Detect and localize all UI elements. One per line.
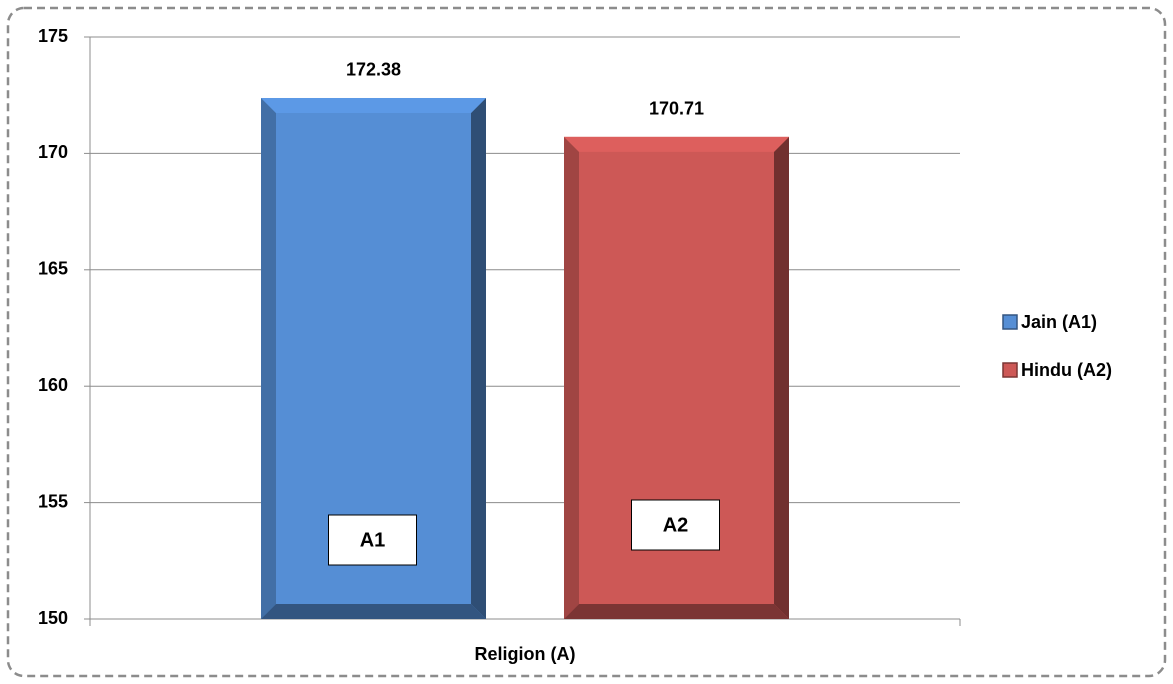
bar-bevel [261,97,486,113]
x-axis-label: Religion (A) [475,644,576,664]
legend-label: Hindu (A2) [1021,360,1112,380]
value-label: 172.38 [346,60,401,80]
bar-bevel [564,604,789,619]
annotation: A2 [663,514,689,536]
bar-bevel [261,97,276,620]
annotation: A1 [360,529,386,551]
legend-swatch [1002,314,1018,330]
legend-swatch [1002,362,1018,378]
y-tick-label: 170 [38,142,68,162]
bar-bevel [774,136,789,619]
legend-label: Jain (A1) [1021,312,1097,332]
bar-bevel [564,136,579,619]
bar-bevel [471,97,486,620]
annotation-box [328,514,417,566]
bar-bevel [261,604,486,619]
y-tick-label: 150 [38,608,68,628]
annotation-box [631,499,720,551]
value-label: 170.71 [649,99,704,119]
bar-bevel [564,136,789,152]
y-tick-label: 160 [38,375,68,395]
y-tick-label: 165 [38,259,68,279]
y-tick-label: 155 [38,491,68,511]
y-tick-label: 175 [38,26,68,46]
